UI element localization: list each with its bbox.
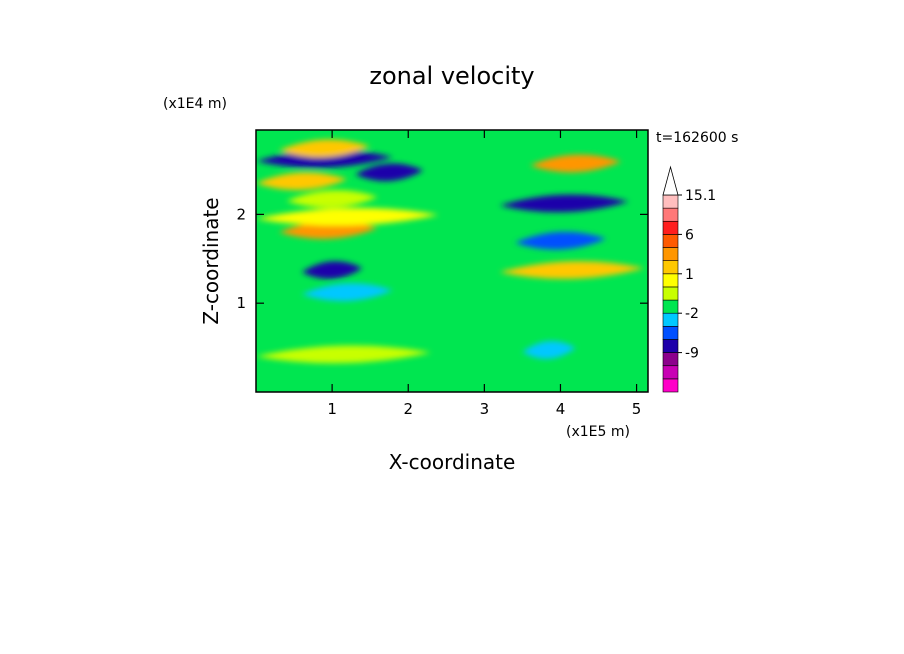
contour-plot-area [256, 130, 648, 392]
colorbar-swatch [662, 194, 679, 209]
x-tick-label: 4 [556, 400, 566, 418]
colorbar-swatch [662, 365, 679, 380]
colorbar-swatch [662, 286, 679, 301]
colorbar-swatch [662, 273, 679, 288]
y-unit-label: (x1E4 m) [163, 96, 227, 112]
colorbar-swatch [662, 352, 679, 367]
x-tick-label: 1 [327, 400, 337, 418]
colorbar-swatch [662, 207, 679, 222]
y-axis-ticks: 12 [236, 205, 648, 312]
colorbar-label: -2 [685, 306, 699, 322]
x-tick-label: 2 [403, 400, 413, 418]
colorbar-label: 1 [685, 267, 694, 283]
contour-band-4 [286, 190, 378, 208]
plot-frame [255, 129, 649, 393]
time-label: t=162600 s [656, 130, 738, 146]
colorbar-label: -9 [685, 346, 699, 362]
x-unit-label: (x1E5 m) [566, 424, 630, 440]
colorbar-swatch [662, 312, 679, 327]
colorbar-swatch [662, 247, 679, 261]
colorbar-label: 15.1 [685, 188, 716, 204]
y-axis-label: Z-coordinate [199, 197, 223, 324]
contour-bands [256, 139, 645, 364]
contour-band-7 [530, 154, 622, 173]
contour-band-11 [301, 261, 363, 279]
contour-band-2 [278, 139, 371, 158]
x-tick-label: 5 [632, 400, 642, 418]
colorbar-label: 6 [685, 227, 694, 243]
contour-band-5 [278, 221, 378, 239]
colorbar-swatch [662, 339, 679, 353]
chart-title: zonal velocity [369, 62, 534, 90]
y-tick-label: 1 [236, 294, 246, 312]
x-tick-label: 3 [480, 400, 490, 418]
contour-band-13 [256, 345, 432, 364]
colorbar: -9 -2 1 6 15.1 [662, 165, 716, 393]
x-axis-label: X-coordinate [389, 450, 516, 474]
contour-band-3 [256, 172, 348, 191]
contour-band-1 [354, 163, 424, 182]
colorbar-swatch [662, 260, 679, 275]
colorbar-swatch [662, 220, 679, 235]
contour-band-14 [522, 341, 576, 359]
contour-band-9 [514, 231, 607, 250]
colorbar-swatch [662, 326, 679, 340]
contour-band-0 [256, 150, 394, 168]
colorbar-swatch [662, 234, 679, 248]
contour-band-10 [499, 261, 645, 279]
colorbar-swatch [662, 378, 679, 393]
contour-band-12 [301, 283, 394, 302]
y-tick-label: 2 [236, 205, 246, 223]
colorbar-swatch [662, 299, 679, 314]
contour-band-6 [256, 207, 439, 226]
colorbar-extend-arrow [662, 165, 679, 196]
x-axis-ticks: 1 2 3 4 5 [327, 130, 641, 418]
contour-band-8 [499, 194, 629, 213]
